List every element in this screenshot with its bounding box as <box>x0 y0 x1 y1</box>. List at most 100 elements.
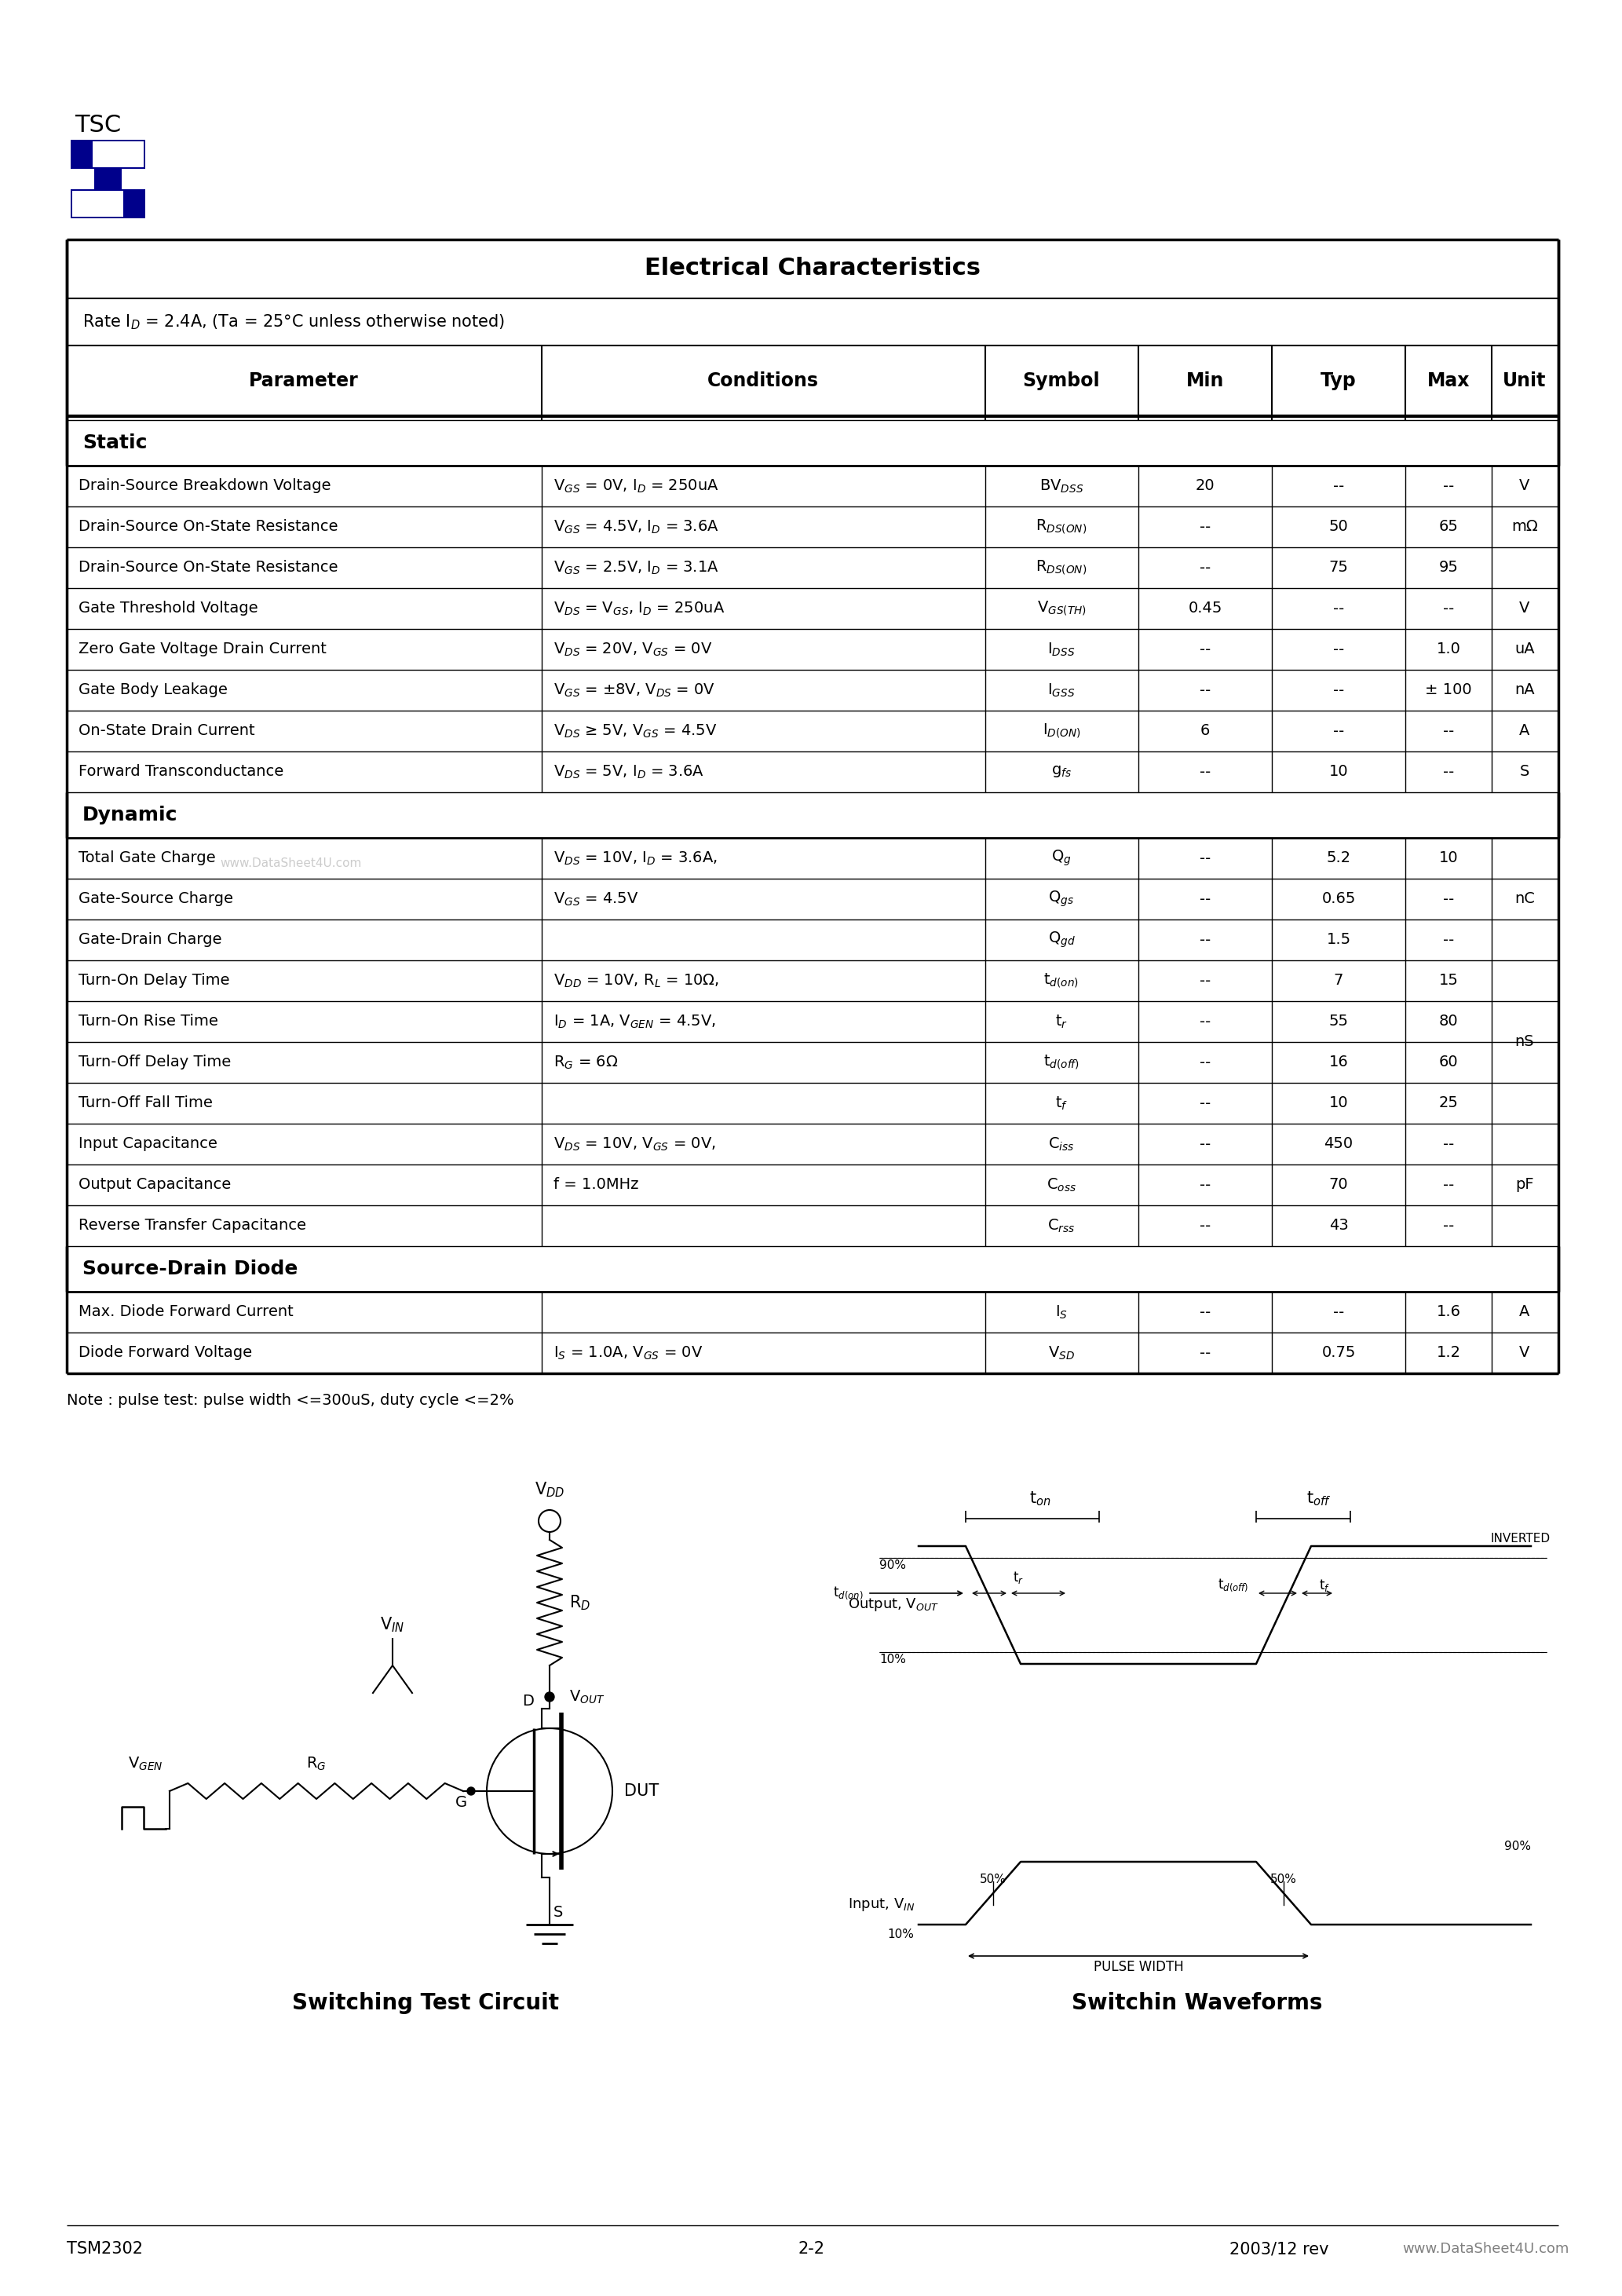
Text: --: -- <box>1200 765 1210 778</box>
Text: Gate Body Leakage: Gate Body Leakage <box>78 682 227 698</box>
Text: f = 1.0MHz: f = 1.0MHz <box>553 1178 639 1192</box>
Text: TSM2302: TSM2302 <box>67 2241 143 2257</box>
Text: V$_{GS}$ = 0V, I$_D$ = 250uA: V$_{GS}$ = 0V, I$_D$ = 250uA <box>553 478 719 494</box>
Text: V$_{GS}$ = 2.5V, I$_D$ = 3.1A: V$_{GS}$ = 2.5V, I$_D$ = 3.1A <box>553 560 719 576</box>
Text: V$_{GEN}$: V$_{GEN}$ <box>128 1754 162 1773</box>
Text: --: -- <box>1200 1137 1210 1153</box>
Text: --: -- <box>1200 1219 1210 1233</box>
Text: mΩ: mΩ <box>1512 519 1538 535</box>
Text: 65: 65 <box>1439 519 1458 535</box>
Text: V: V <box>1520 1345 1530 1362</box>
Text: 10: 10 <box>1328 765 1348 778</box>
Text: --: -- <box>1200 974 1210 987</box>
Text: t$_{d(on)}$: t$_{d(on)}$ <box>834 1584 863 1600</box>
Text: Conditions: Conditions <box>707 372 819 390</box>
Text: t$_{d(off)}$: t$_{d(off)}$ <box>1218 1577 1249 1593</box>
Text: V$_{SD}$: V$_{SD}$ <box>1048 1345 1075 1362</box>
Text: R$_{DS(ON)}$: R$_{DS(ON)}$ <box>1036 558 1087 576</box>
Text: I$_{DSS}$: I$_{DSS}$ <box>1048 641 1075 657</box>
Text: --: -- <box>1333 643 1345 657</box>
Text: --: -- <box>1200 560 1210 576</box>
Text: 20: 20 <box>1195 478 1215 494</box>
Text: nS: nS <box>1515 1035 1534 1049</box>
Text: --: -- <box>1444 891 1453 907</box>
Text: g$_{fs}$: g$_{fs}$ <box>1051 765 1072 778</box>
Text: 50%: 50% <box>980 1874 1006 1885</box>
Text: Reverse Transfer Capacitance: Reverse Transfer Capacitance <box>78 1219 307 1233</box>
Text: t$_f$: t$_f$ <box>1319 1577 1330 1593</box>
Text: 2003/12 rev: 2003/12 rev <box>1229 2241 1328 2257</box>
Text: TSC: TSC <box>75 115 122 138</box>
Text: Diode Forward Voltage: Diode Forward Voltage <box>78 1345 251 1362</box>
Text: --: -- <box>1200 643 1210 657</box>
Text: V$_{DD}$ = 10V, R$_L$ = 10Ω,: V$_{DD}$ = 10V, R$_L$ = 10Ω, <box>553 974 719 990</box>
Text: A: A <box>1520 1304 1530 1320</box>
Text: Max: Max <box>1427 372 1470 390</box>
Text: 7: 7 <box>1333 974 1343 987</box>
Text: On-State Drain Current: On-State Drain Current <box>78 723 255 739</box>
Text: Forward Transconductance: Forward Transconductance <box>78 765 284 778</box>
Text: Gate-Drain Charge: Gate-Drain Charge <box>78 932 222 948</box>
Text: V: V <box>1520 478 1530 494</box>
Text: Turn-On Delay Time: Turn-On Delay Time <box>78 974 230 987</box>
Text: t$_{off}$: t$_{off}$ <box>1307 1490 1332 1508</box>
Text: --: -- <box>1200 1178 1210 1192</box>
Text: 2-2: 2-2 <box>798 2241 824 2257</box>
Text: 16: 16 <box>1328 1054 1348 1070</box>
Text: t$_f$: t$_f$ <box>1054 1095 1067 1111</box>
Text: 0.65: 0.65 <box>1322 891 1356 907</box>
Text: 15: 15 <box>1439 974 1458 987</box>
Text: nC: nC <box>1515 891 1534 907</box>
Circle shape <box>545 1692 555 1701</box>
Text: --: -- <box>1444 478 1453 494</box>
Text: Switching Test Circuit: Switching Test Circuit <box>292 1993 560 2014</box>
Text: 450: 450 <box>1324 1137 1353 1153</box>
Text: --: -- <box>1444 932 1453 948</box>
Text: Parameter: Parameter <box>248 372 358 390</box>
Text: PULSE WIDTH: PULSE WIDTH <box>1093 1961 1184 1975</box>
Text: I$_{GSS}$: I$_{GSS}$ <box>1048 682 1075 698</box>
Text: Gate-Source Charge: Gate-Source Charge <box>78 891 234 907</box>
Text: --: -- <box>1444 765 1453 778</box>
Text: Zero Gate Voltage Drain Current: Zero Gate Voltage Drain Current <box>78 643 326 657</box>
Text: 10: 10 <box>1328 1095 1348 1111</box>
Text: 60: 60 <box>1439 1054 1458 1070</box>
Text: 1.6: 1.6 <box>1437 1304 1461 1320</box>
Text: 0.45: 0.45 <box>1187 602 1221 615</box>
Text: Drain-Source On-State Resistance: Drain-Source On-State Resistance <box>78 519 337 535</box>
Text: 1.2: 1.2 <box>1437 1345 1461 1362</box>
Bar <box>122 170 146 188</box>
Text: Electrical Characteristics: Electrical Characteristics <box>644 257 981 280</box>
Text: V$_{DS}$ = 10V, I$_D$ = 3.6A,: V$_{DS}$ = 10V, I$_D$ = 3.6A, <box>553 850 717 866</box>
Text: --: -- <box>1200 1095 1210 1111</box>
Text: 6: 6 <box>1200 723 1210 739</box>
Text: V$_{DS}$ = V$_{GS}$, I$_D$ = 250uA: V$_{DS}$ = V$_{GS}$, I$_D$ = 250uA <box>553 599 725 618</box>
Text: 1.5: 1.5 <box>1327 932 1351 948</box>
Text: A: A <box>1520 723 1530 739</box>
Text: V$_{DS}$ = 10V, V$_{GS}$ = 0V,: V$_{DS}$ = 10V, V$_{GS}$ = 0V, <box>553 1137 715 1153</box>
Text: t$_r$: t$_r$ <box>1012 1570 1023 1584</box>
Text: --: -- <box>1200 519 1210 535</box>
Text: --: -- <box>1333 602 1345 615</box>
Text: I$_S$: I$_S$ <box>1054 1304 1067 1320</box>
Text: V$_{DD}$: V$_{DD}$ <box>535 1481 564 1499</box>
Text: --: -- <box>1200 1015 1210 1029</box>
Text: 10%: 10% <box>887 1929 913 1940</box>
Text: Drain-Source On-State Resistance: Drain-Source On-State Resistance <box>78 560 337 576</box>
Text: V$_{GS(TH)}$: V$_{GS(TH)}$ <box>1036 599 1087 618</box>
Text: DUT: DUT <box>624 1784 659 1800</box>
Text: --: -- <box>1444 723 1453 739</box>
Text: Turn-Off Fall Time: Turn-Off Fall Time <box>78 1095 212 1111</box>
Text: 50: 50 <box>1328 519 1348 535</box>
Text: nA: nA <box>1515 682 1534 698</box>
Text: --: -- <box>1200 682 1210 698</box>
Text: Dynamic: Dynamic <box>83 806 178 824</box>
Text: --: -- <box>1200 1054 1210 1070</box>
Text: R$_D$: R$_D$ <box>569 1593 590 1612</box>
Text: R$_G$: R$_G$ <box>307 1754 326 1773</box>
Text: 90%: 90% <box>1504 1839 1531 1853</box>
Text: 25: 25 <box>1439 1095 1458 1111</box>
Text: --: -- <box>1200 1345 1210 1362</box>
Text: Output Capacitance: Output Capacitance <box>78 1178 230 1192</box>
Text: Drain-Source Breakdown Voltage: Drain-Source Breakdown Voltage <box>78 478 331 494</box>
